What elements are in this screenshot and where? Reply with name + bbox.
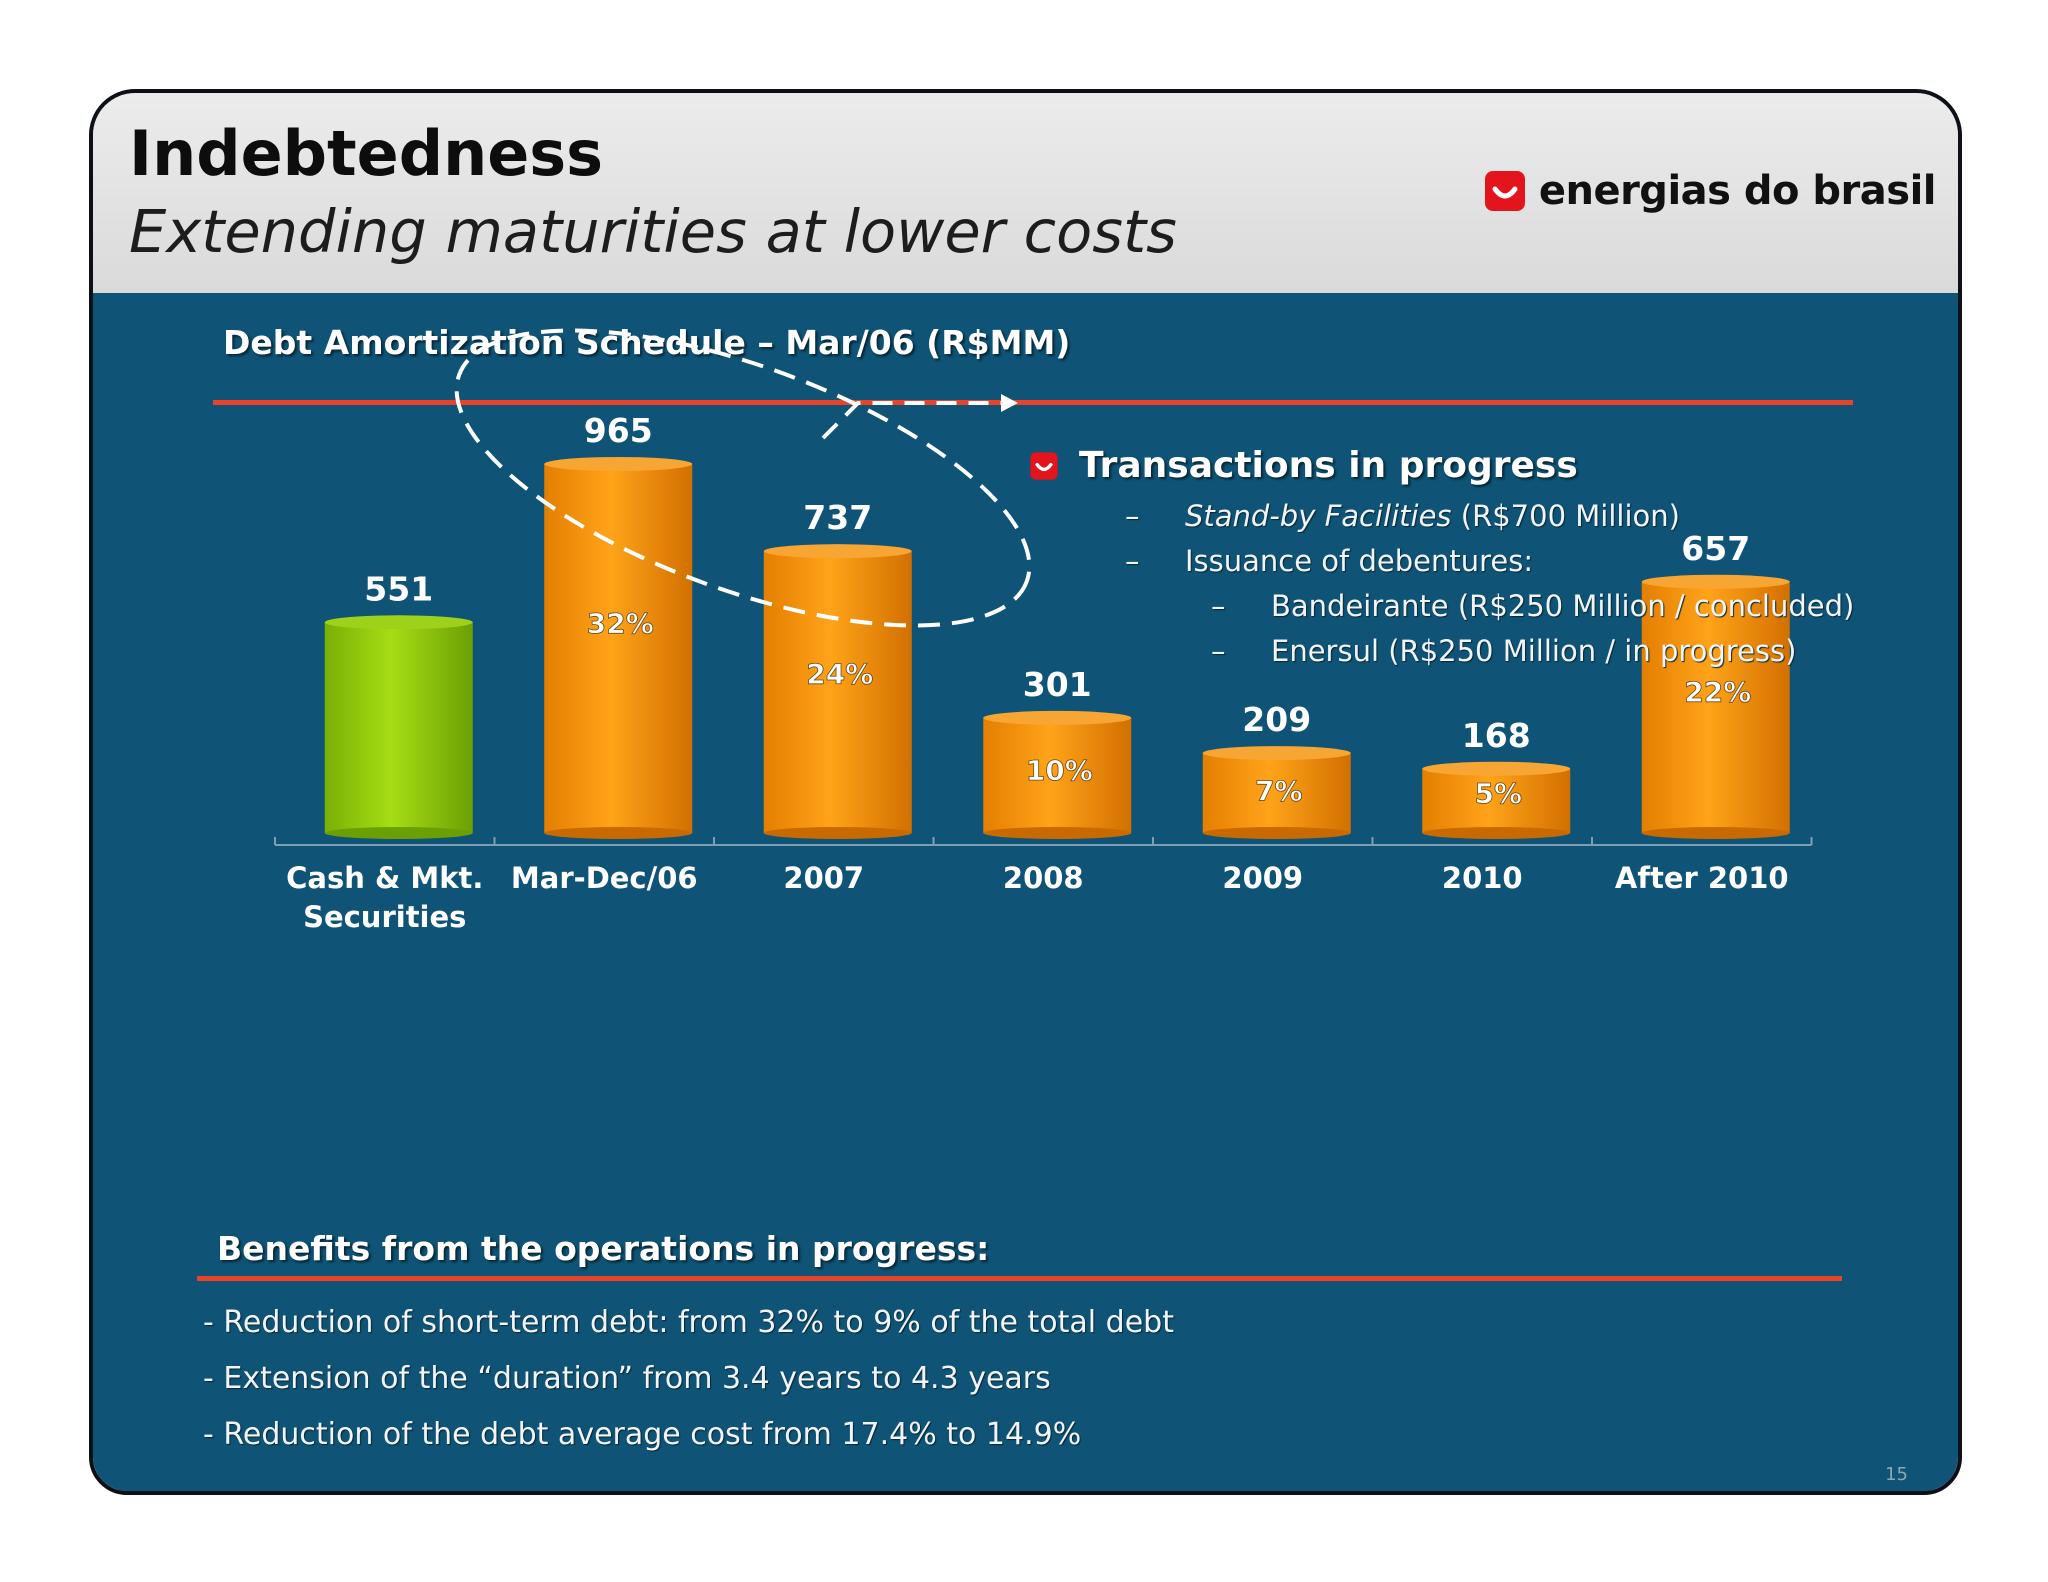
transaction-item: – Stand-by Facilities (R$700 Million) xyxy=(1125,499,1680,533)
chart-bar-top xyxy=(1202,746,1351,761)
title-divider xyxy=(213,400,1853,405)
chart-bar-base xyxy=(1202,827,1351,839)
chart-bar-top xyxy=(1422,761,1571,776)
data-label: 168 xyxy=(1462,716,1531,755)
logo-text: energias do brasil xyxy=(1538,168,1937,214)
benefits-divider xyxy=(197,1276,1842,1281)
x-tick-label: 2009 xyxy=(1222,861,1303,895)
transaction-subitem-text: Enersul (R$250 Million / in progress) xyxy=(1271,634,1797,668)
x-tick-label: 2007 xyxy=(783,861,864,895)
chart-bar xyxy=(1422,768,1571,833)
chart-bar-top xyxy=(1641,574,1790,589)
page-subtitle: Extending maturities at lower costs xyxy=(129,197,1177,266)
smile-square-icon xyxy=(1484,171,1525,211)
benefits-title: Benefits from the operations in progress… xyxy=(217,1229,990,1268)
transactions-header: Transactions in progress xyxy=(1029,445,1578,486)
x-tick-label: 2008 xyxy=(1003,861,1084,895)
x-tick-label: After 2010 xyxy=(1615,861,1789,895)
chart-bar-base xyxy=(763,827,912,839)
bullet-dash: – xyxy=(1211,634,1226,668)
chart-bar-top xyxy=(763,544,912,559)
data-label: 551 xyxy=(364,569,433,608)
data-label: 301 xyxy=(1023,665,1092,704)
transaction-item-text: Issuance of debentures: xyxy=(1185,544,1534,578)
benefit-item: - Reduction of short-term debt: from 32%… xyxy=(203,1305,1174,1340)
bullet-dash: – xyxy=(1125,544,1140,578)
chart-bar-top xyxy=(983,710,1132,725)
chart-bar-base xyxy=(324,827,473,839)
transaction-subitem-text: Bandeirante (R$250 Million / concluded) xyxy=(1271,589,1855,623)
chart-bar xyxy=(983,717,1132,833)
chart-bar-base xyxy=(983,827,1132,839)
chart-bar xyxy=(544,464,693,833)
share-label: 32% xyxy=(587,607,654,640)
data-label: 965 xyxy=(584,411,653,450)
chart-bar-top xyxy=(324,615,473,630)
transaction-item-text: (R$700 Million) xyxy=(1451,499,1680,533)
share-label: 22% xyxy=(1684,675,1751,708)
chart-bar-top xyxy=(544,457,693,471)
smile-square-icon xyxy=(1030,451,1058,480)
bullet-dash: – xyxy=(1211,589,1226,623)
transaction-subitem: – Bandeirante (R$250 Million / concluded) xyxy=(1211,589,1854,623)
benefit-item: - Reduction of the debt average cost fro… xyxy=(203,1417,1082,1452)
chart-title: Debt Amortization Schedule – Mar/06 (R$M… xyxy=(223,323,1071,362)
slide: Indebtedness Extending maturities at low… xyxy=(89,89,1962,1495)
share-label: 10% xyxy=(1026,754,1093,787)
benefit-item: - Extension of the “duration” from 3.4 y… xyxy=(203,1361,1051,1396)
share-label: 24% xyxy=(806,658,873,691)
callout-arrow-head xyxy=(1001,394,1018,412)
x-tick-label: Mar-Dec/06 xyxy=(511,861,698,895)
data-label: 737 xyxy=(803,498,872,537)
transaction-subitem: – Enersul (R$250 Million / in progress) xyxy=(1211,634,1796,668)
x-tick-label: 2010 xyxy=(1442,861,1523,895)
chart-bar-base xyxy=(1422,827,1571,839)
share-label: 5% xyxy=(1474,777,1522,810)
highlight-ellipse xyxy=(454,328,1032,628)
data-label: 209 xyxy=(1242,700,1311,739)
x-tick-label: Securities xyxy=(303,900,466,934)
company-logo: energias do brasil xyxy=(1483,168,1937,214)
page-title: Indebtedness xyxy=(129,117,604,190)
x-tick-label: Cash & Mkt. xyxy=(286,861,483,895)
chart-bar xyxy=(1202,753,1351,833)
slide-header: Indebtedness Extending maturities at low… xyxy=(93,93,1958,293)
callout-arrow-line xyxy=(821,401,1003,440)
amortization-chart: 551 Cash & Mkt. Securities 965 32% Mar-Dec/06… xyxy=(274,328,1813,934)
data-label: 657 xyxy=(1681,529,1750,568)
chart-bar xyxy=(324,622,473,833)
transaction-item-italic: Stand-by Facilities xyxy=(1185,499,1452,533)
page-number: 15 xyxy=(1885,1464,1908,1485)
transactions-title: Transactions in progress xyxy=(1079,445,1578,486)
share-label: 7% xyxy=(1255,775,1303,808)
chart-bar xyxy=(763,551,912,833)
bullet-dash: – xyxy=(1125,499,1140,533)
chart-bar-base xyxy=(1641,827,1790,839)
chart-bar-base xyxy=(544,827,693,839)
chart-bar xyxy=(1641,581,1790,833)
transaction-item: – Issuance of debentures: xyxy=(1125,544,1533,578)
